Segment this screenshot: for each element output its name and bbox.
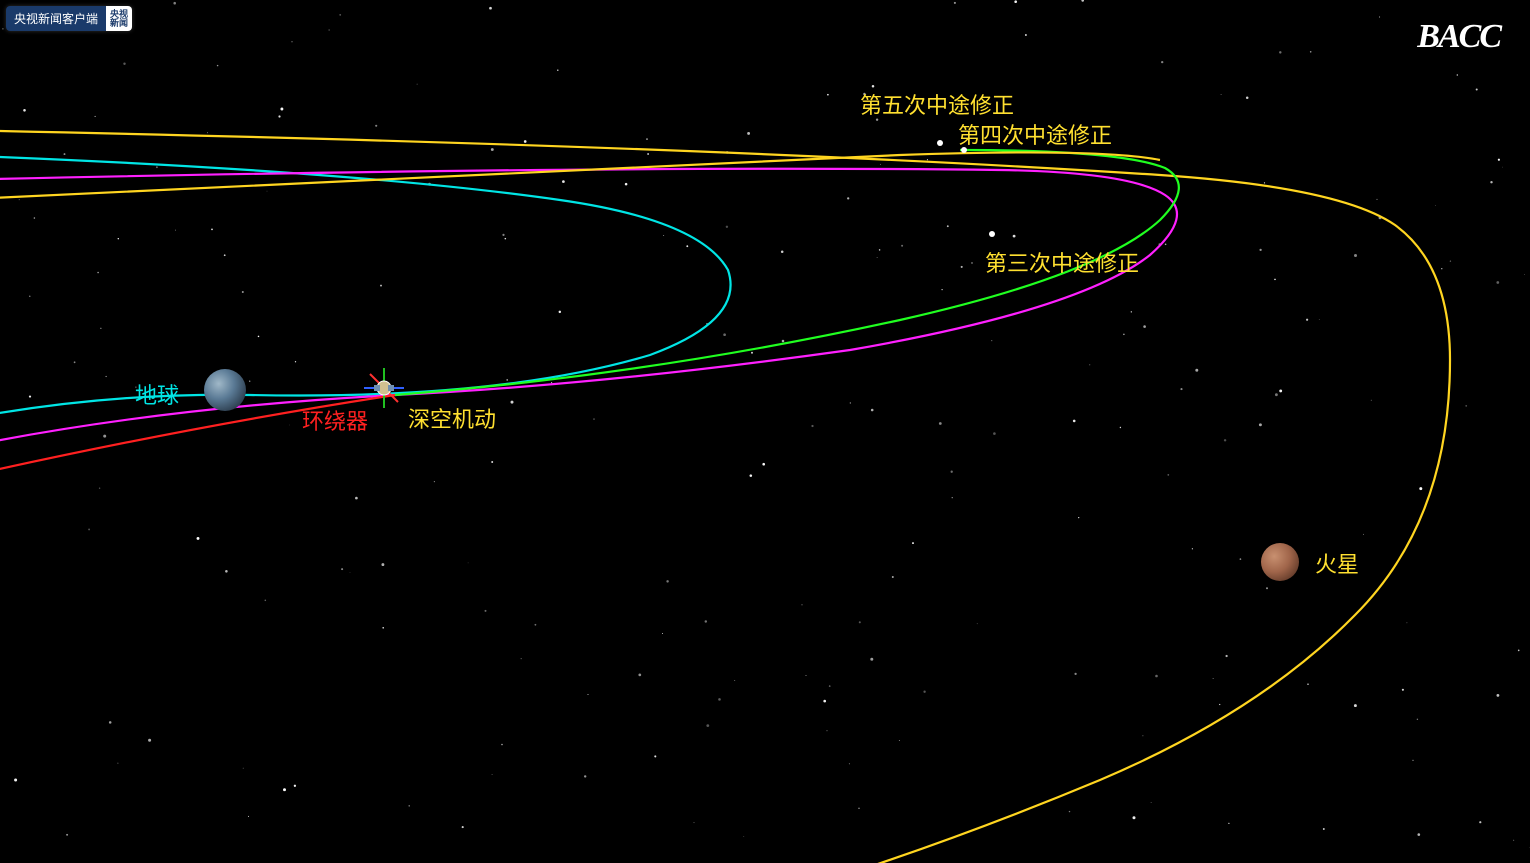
diagram-canvas: 地球 环绕器 深空机动 第五次中途修正 第四次中途修正 第三次中途修正 火星 央… xyxy=(0,0,1530,863)
source-text: 央视新闻客户端 xyxy=(6,6,106,31)
transfer-red xyxy=(0,395,395,480)
mars-planet xyxy=(1261,543,1299,581)
tcm-marker xyxy=(937,140,943,146)
source-badge: 央视新闻客户端 央视 新闻 xyxy=(6,6,132,31)
mars-orbit xyxy=(0,130,1450,863)
tcm-marker xyxy=(961,147,967,153)
orbiter-probe xyxy=(359,363,409,418)
transfer-magenta xyxy=(0,169,1177,450)
source-logo-line: 新闻 xyxy=(110,19,128,28)
source-logo-icon: 央视 新闻 xyxy=(106,6,132,31)
mission-logo-icon: BACC xyxy=(1417,18,1500,56)
earth-planet xyxy=(204,369,246,411)
orbit-paths xyxy=(0,0,1530,863)
tcm-marker xyxy=(989,231,995,237)
